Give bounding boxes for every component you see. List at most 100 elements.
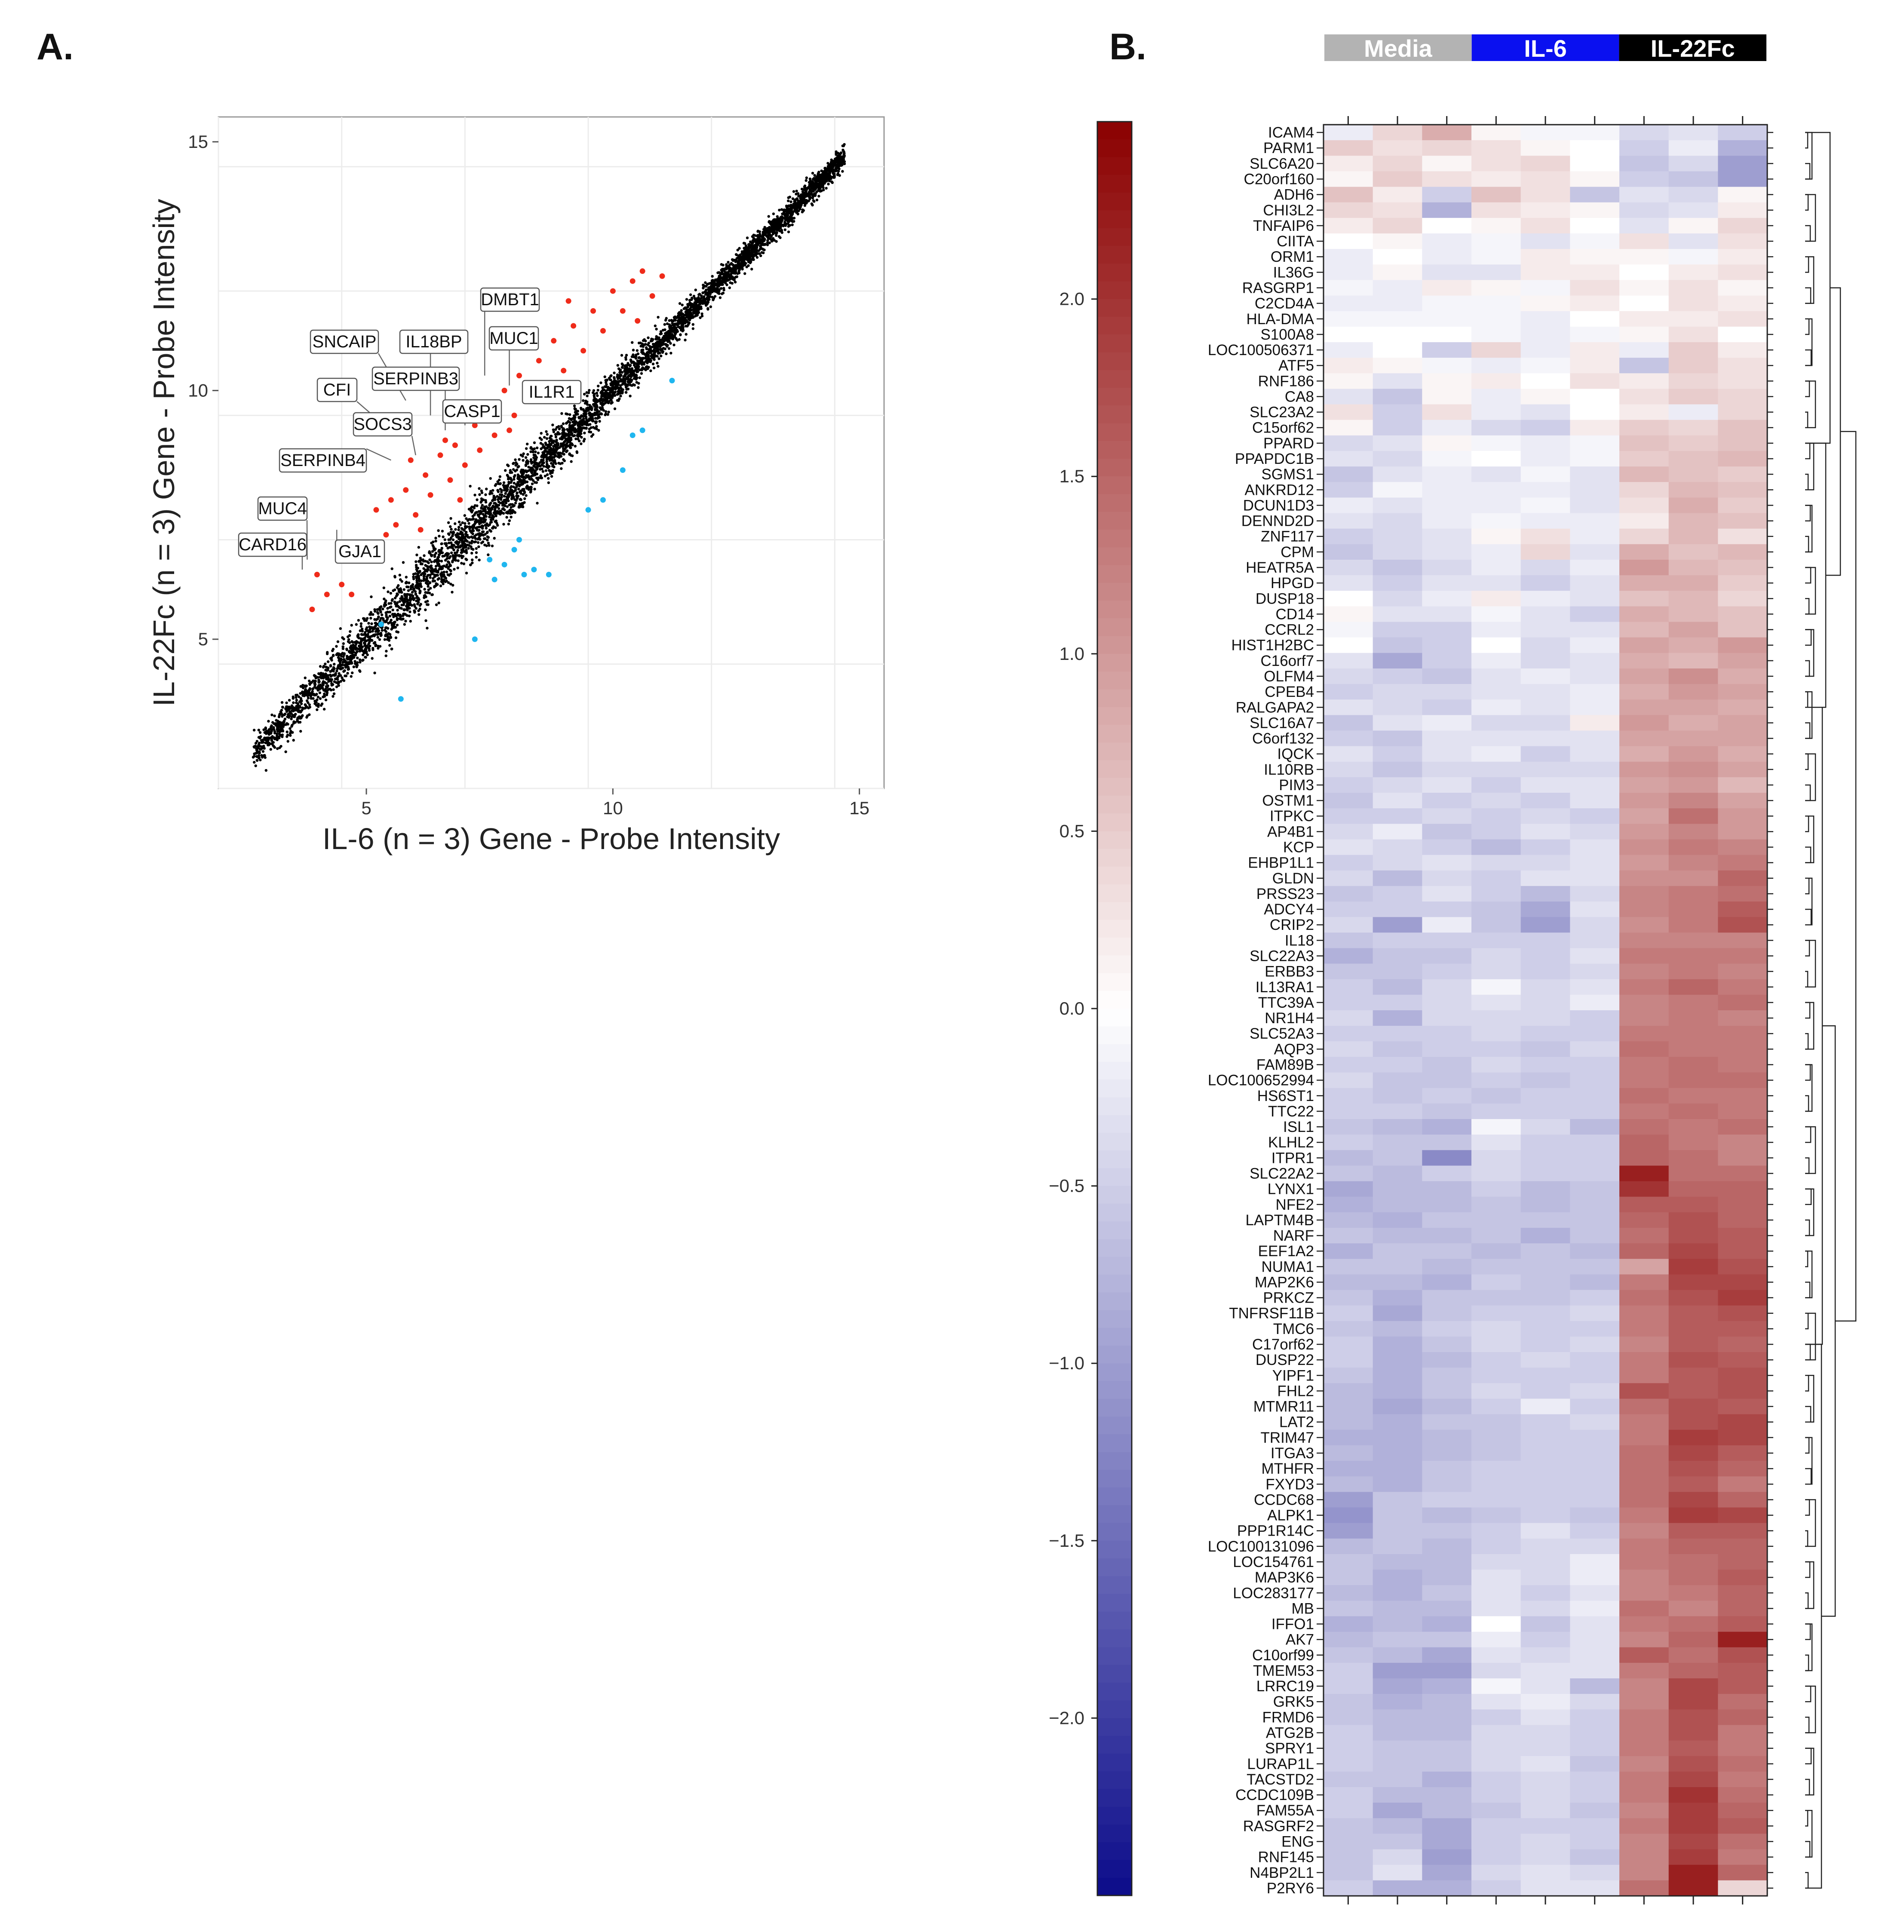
background-point xyxy=(634,376,637,379)
background-point xyxy=(436,570,439,574)
background-point xyxy=(339,627,342,630)
background-point xyxy=(381,607,384,610)
background-point xyxy=(400,591,403,594)
background-point xyxy=(331,649,334,652)
background-point xyxy=(506,497,510,500)
background-point xyxy=(614,380,617,383)
background-point xyxy=(570,460,573,463)
background-point xyxy=(441,530,444,533)
background-point xyxy=(611,390,614,393)
background-point xyxy=(372,648,375,651)
background-point xyxy=(667,330,670,333)
background-point xyxy=(638,368,642,371)
background-point xyxy=(422,567,425,570)
background-point xyxy=(489,477,492,480)
background-point xyxy=(451,538,455,541)
background-point xyxy=(778,209,781,212)
background-point xyxy=(787,220,790,223)
background-point xyxy=(300,717,303,720)
background-point xyxy=(281,706,284,709)
background-point xyxy=(344,674,347,678)
background-point xyxy=(330,682,333,685)
background-point xyxy=(753,234,757,237)
background-point xyxy=(426,582,429,586)
background-point xyxy=(637,386,640,389)
background-point xyxy=(351,647,354,650)
background-point xyxy=(690,309,693,312)
background-point xyxy=(605,385,608,388)
background-point xyxy=(772,229,776,232)
background-point xyxy=(258,736,261,740)
background-point xyxy=(341,645,344,648)
background-point xyxy=(752,253,755,256)
background-point xyxy=(422,575,425,578)
background-point xyxy=(830,158,833,161)
background-point xyxy=(435,603,438,606)
background-point xyxy=(453,568,456,571)
background-point xyxy=(324,662,327,665)
background-point xyxy=(758,241,761,244)
background-point xyxy=(397,605,400,608)
background-point xyxy=(768,237,771,240)
background-point xyxy=(811,195,814,198)
background-point xyxy=(481,530,484,534)
background-point xyxy=(424,594,427,597)
background-point xyxy=(487,542,490,545)
background-point xyxy=(407,581,411,584)
background-point xyxy=(608,396,611,399)
background-point xyxy=(403,608,406,611)
background-point xyxy=(473,536,476,540)
background-point xyxy=(706,307,709,310)
background-point xyxy=(710,289,713,292)
background-point xyxy=(510,479,513,482)
background-point xyxy=(548,436,552,440)
background-point xyxy=(479,509,482,513)
background-point xyxy=(650,355,653,358)
background-point xyxy=(679,333,682,336)
background-point xyxy=(660,354,663,358)
background-point xyxy=(415,577,418,580)
background-point xyxy=(709,305,712,308)
background-point xyxy=(526,485,529,488)
background-point xyxy=(780,229,783,232)
background-point xyxy=(457,559,460,562)
background-point xyxy=(381,617,385,620)
background-point xyxy=(396,623,399,627)
background-point xyxy=(397,590,401,593)
background-point xyxy=(418,613,421,616)
background-point xyxy=(453,556,457,559)
background-point xyxy=(470,545,473,548)
background-point xyxy=(361,650,364,653)
background-point xyxy=(608,394,611,397)
background-point xyxy=(514,489,517,492)
background-point xyxy=(835,156,838,159)
background-point xyxy=(346,661,349,664)
background-point xyxy=(356,656,359,659)
background-point xyxy=(426,626,429,630)
background-point xyxy=(595,392,599,395)
background-point xyxy=(716,278,719,281)
background-point xyxy=(486,531,489,534)
background-point xyxy=(545,437,549,440)
background-point xyxy=(597,429,600,432)
background-point xyxy=(464,543,467,546)
background-point xyxy=(823,166,827,170)
background-point xyxy=(488,529,491,532)
background-point xyxy=(402,561,405,564)
background-point xyxy=(408,607,411,610)
background-point xyxy=(533,441,536,445)
background-point xyxy=(342,638,345,641)
background-point xyxy=(644,343,647,346)
background-point xyxy=(597,384,600,388)
background-point xyxy=(713,295,717,298)
background-point xyxy=(431,544,434,547)
background-point xyxy=(506,488,509,491)
background-point xyxy=(274,724,277,727)
background-point xyxy=(429,587,432,590)
background-point xyxy=(681,313,685,316)
background-point xyxy=(383,598,386,601)
background-point xyxy=(574,445,577,448)
background-point xyxy=(758,252,761,255)
background-point xyxy=(258,731,262,734)
background-point xyxy=(724,267,727,270)
